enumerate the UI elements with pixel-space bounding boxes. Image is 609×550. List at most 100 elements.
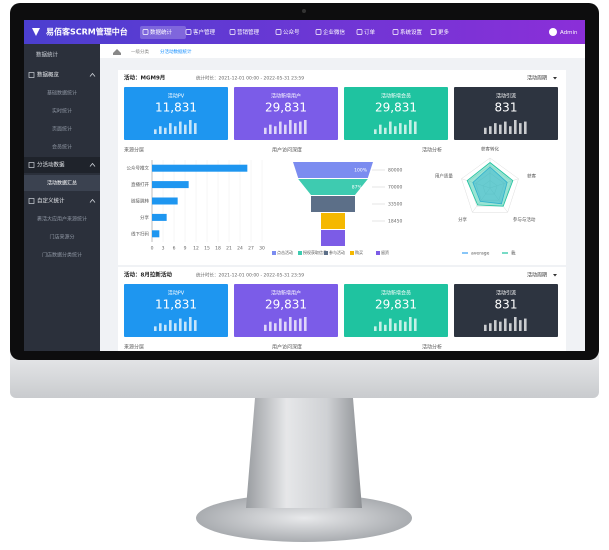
funnel-segment <box>321 213 345 229</box>
sidebar-item[interactable]: 会员统计 <box>52 144 72 151</box>
spark-bar <box>519 320 522 331</box>
radar-area <box>466 161 514 207</box>
caret <box>553 77 557 80</box>
spark-bar <box>299 121 302 134</box>
chart-title: 用户访问深度 <box>272 147 302 154</box>
sidebar-item[interactable]: 基础数据统计 <box>47 90 77 97</box>
sidebar-item[interactable]: 活动数据汇总 <box>47 180 77 187</box>
spark-bar <box>179 318 182 331</box>
legend-label[interactable]: 我 <box>511 250 516 257</box>
legend-label[interactable]: 参与活动 <box>329 249 345 255</box>
nav-item[interactable]: 系统设置 <box>400 28 423 36</box>
sidebar-group[interactable]: 分活动数据 <box>37 161 65 169</box>
chevron <box>89 198 96 203</box>
spark-bar <box>494 123 497 134</box>
kpi-label: 活动新增会员 <box>381 290 411 297</box>
spark-bar <box>384 127 387 134</box>
spark-bar <box>169 123 172 134</box>
spark-bar <box>159 126 162 134</box>
breadcrumb-bar <box>100 44 585 58</box>
spark-bar <box>264 324 267 331</box>
nav-icon <box>392 29 399 35</box>
spark-bar <box>524 121 527 134</box>
radar-indicator: 用户质量 <box>435 172 453 179</box>
funnel-side-label: 80000 <box>388 168 402 174</box>
spark-bar <box>509 323 512 331</box>
screen: 易佰客SCRM管理中台 数据统计 客户管理 营销管理 公众号 企业微信 订单 系统设置 更多 Ad… <box>24 20 585 351</box>
legend-swatch <box>272 251 276 255</box>
x-tick-label: 9 <box>184 246 187 252</box>
spark-bar <box>284 321 287 331</box>
bar <box>152 181 189 189</box>
kpi-value: 29,831 <box>375 101 417 115</box>
chevron <box>89 162 96 167</box>
radar-indicator: 获客转化 <box>481 146 499 153</box>
spark-bar <box>394 126 397 134</box>
nav-item[interactable]: 营销管理 <box>237 28 260 36</box>
spark-bar <box>374 129 377 134</box>
sidebar-item[interactable]: 门店来源分 <box>49 234 74 241</box>
group-icon <box>28 72 35 78</box>
chevron <box>89 72 96 77</box>
card-cycle[interactable]: 活动周期 <box>527 75 547 82</box>
item-active <box>24 175 100 191</box>
breadcrumb-item: 分活动数据统计 <box>160 48 192 55</box>
spark-bar <box>399 123 402 134</box>
legend-label[interactable]: 购买 <box>355 249 363 255</box>
radar-spoke <box>489 187 508 213</box>
radar-spoke <box>461 178 491 189</box>
spark-bar <box>399 320 402 331</box>
sidebar-item[interactable]: 裹活大应用户来源统计 <box>37 216 87 223</box>
nav-item[interactable]: 更多 <box>438 28 450 36</box>
kpi-box <box>124 284 228 337</box>
spark-bar <box>174 126 177 134</box>
nav-item[interactable]: 公众号 <box>283 29 300 36</box>
radar-spoke <box>489 178 519 189</box>
spark-bar <box>504 318 507 331</box>
funnel-label: 100% <box>354 168 368 174</box>
stand-neck <box>246 398 362 508</box>
legend-swatch <box>376 251 380 255</box>
funnel-side-label: 70000 <box>388 185 402 191</box>
spark-bar <box>164 127 167 134</box>
camera <box>302 9 306 13</box>
sidebar-item[interactable]: 页面统计 <box>52 126 72 133</box>
nav-icon <box>275 29 282 35</box>
sidebar-item[interactable]: 实时统计 <box>52 108 72 115</box>
funnel-segment <box>321 230 345 246</box>
card-cycle[interactable]: 活动周期 <box>527 272 547 279</box>
monitor-chin <box>10 350 599 398</box>
radar-indicator: 分享 <box>458 216 467 223</box>
spark-bar <box>159 323 162 331</box>
funnel-side-label: 33500 <box>388 202 402 208</box>
kpi-label: 活动引流 <box>496 93 516 100</box>
kpi-value: 11,831 <box>155 298 197 312</box>
legend-label[interactable]: 点击活动 <box>277 249 293 255</box>
sidebar-group[interactable]: 数据概览 <box>37 71 60 79</box>
sidebar-group[interactable]: 自定义统计 <box>37 197 65 205</box>
spark-bar <box>284 124 287 134</box>
x-tick-label: 18 <box>215 246 221 252</box>
nav-icon <box>229 29 236 35</box>
breadcrumb-item: 一级分类 <box>131 48 149 55</box>
legend-label[interactable]: 留资 <box>381 249 389 255</box>
spark-bar <box>514 120 517 134</box>
legend-label[interactable]: 授权获取信息 <box>303 249 327 255</box>
spark-bar <box>414 121 417 134</box>
kpi-value: 831 <box>495 101 518 115</box>
sidebar-title: 数据统计 <box>36 51 59 59</box>
spark-bar <box>409 120 412 134</box>
nav-item[interactable]: 企业微信 <box>323 28 346 36</box>
spark-bar <box>414 318 417 331</box>
nav-item[interactable]: 客户管理 <box>193 28 216 36</box>
nav-item[interactable]: 订单 <box>364 28 376 36</box>
legend-label[interactable]: average <box>471 251 490 257</box>
sidebar-item[interactable]: 门店数据分类统计 <box>42 252 82 259</box>
spark-bar <box>489 323 492 331</box>
funnel-segment <box>293 162 373 178</box>
spark-bar <box>379 124 382 134</box>
user-name[interactable]: Admin <box>560 30 578 36</box>
nav-icon <box>430 29 437 35</box>
spark-bar <box>299 318 302 331</box>
nav-item[interactable]: 数据统计 <box>150 28 173 36</box>
